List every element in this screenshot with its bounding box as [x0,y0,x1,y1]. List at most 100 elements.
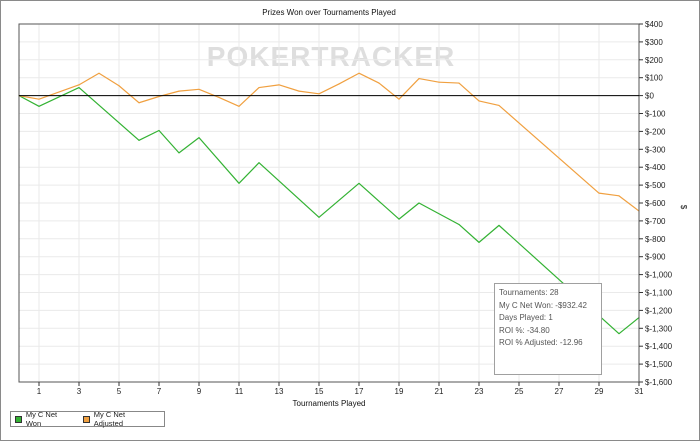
series-0-segment [78,87,140,141]
series-1-point [358,72,360,74]
x-tick-label: 19 [395,387,404,396]
y-tick-label: $300 [645,38,663,47]
series-0-point [458,223,460,226]
series-1-segment [98,72,120,87]
series-0-point [318,216,320,218]
series-1-point [38,98,40,100]
series-0-point [138,139,140,141]
series-1-segment [338,72,360,85]
series-1-segment [18,95,40,100]
x-tick-label: 1 [37,387,42,396]
series-1-segment [138,95,160,104]
x-tick-label: 7 [157,387,162,396]
series-0-point [178,152,180,154]
legend-item-net-won: My C Net Won [15,410,73,428]
x-tick-label: 13 [275,387,284,396]
series-1-point [478,100,480,102]
x-tick-label: 21 [435,387,444,396]
x-tick-label: 3 [77,387,82,396]
series-1-segment [118,85,140,104]
chart-title: Prizes Won over Tournaments Played [262,8,396,17]
series-1-segment [478,100,500,107]
series-1-point [178,90,180,92]
series-1-point [458,82,460,84]
legend-item-net-adjusted: My C Net Adjusted [82,410,154,428]
series-0-segment [198,137,240,184]
series-1-point [318,93,320,95]
y-tick-label: $200 [645,56,663,65]
x-tick-label: 9 [197,387,202,396]
series-1-point [158,95,160,98]
series-0-segment [138,129,160,141]
stat-roi-adjusted: ROI % Adjusted: -12.96 [499,338,583,347]
series-1-segment [298,90,320,95]
series-0-point [398,218,400,220]
series-0-point [198,137,200,139]
x-tick-label: 15 [315,387,324,396]
series-1-point [598,192,600,194]
legend-label-net-adjusted: My C Net Adjusted [93,410,126,428]
axes: $400 $300 $200 $100 $0 $-100 $-200 $-300 $-400 $-… [18,20,673,396]
series-1-segment [458,82,480,102]
series-1-segment [178,88,200,92]
series-1 [18,72,640,212]
series-1-point [378,82,380,84]
y-tick-label: $100 [645,74,663,83]
series-1-point [438,81,440,83]
x-axis-title: Tournaments Played [293,399,366,408]
x-tick-label: 31 [635,387,644,396]
series-1-segment [378,82,400,100]
series-0-segment [318,182,360,218]
series-0-segment [158,130,180,154]
series-0-segment [258,162,320,218]
x-tick-label: 23 [475,387,484,396]
series-0-segment [18,95,40,107]
series-1-point [198,88,200,90]
series-1-point [618,195,620,197]
series-0-segment [418,202,460,226]
series-1-segment [198,88,220,98]
y-tick-label: $-200 [645,127,666,136]
series-0-point [238,182,240,184]
y-tick-label: $-1,200 [645,306,673,315]
series-1-point [118,85,120,87]
y-tick-label: $-1,400 [645,342,673,351]
x-tick-label: 5 [117,387,122,396]
series-0-point [478,241,480,243]
series-0-point [258,162,260,164]
series-1-point [218,96,220,98]
series-1-point [298,90,300,92]
series-0-segment [358,182,400,220]
series-0-point [418,202,420,204]
series-0-segment [478,224,500,243]
series-1-segment [318,83,340,95]
y-tick-label: $-1,300 [645,324,673,333]
watermark-logo: POKERTRACKER [207,41,455,72]
stat-days-played: Days Played: 1 [499,313,553,322]
series-1-segment [618,195,640,212]
series-1-point [278,84,280,86]
y-tick-label: $-1,100 [645,289,673,298]
series-0-point [38,105,40,107]
y-axis-title: $ [679,205,688,210]
series-1-point [138,102,140,104]
y-tick-label: $-900 [645,253,666,262]
series-1-point [498,104,500,107]
series-1-segment [278,84,300,92]
stat-roi: ROI %: -34.80 [499,325,550,335]
x-tick-label: 29 [595,387,604,396]
stat-net-won: My C Net Won: -$932.42 [499,300,587,310]
series-1-segment [438,81,460,84]
series-1-segment [218,96,240,107]
y-tick-label: $-300 [645,145,666,154]
series-0-point [498,224,500,226]
x-tick-label: 25 [515,387,524,396]
series-1-point [418,77,420,80]
series-0-point [358,182,360,184]
x-tick-label: 17 [355,387,364,396]
series-0-segment [38,87,80,107]
stats-box: Tournaments: 28 My C Net Won: -$932.42 D… [494,283,602,375]
series-0-segment [398,202,420,220]
stat-tournaments: Tournaments: 28 [499,288,559,297]
series-0-point [158,129,160,132]
